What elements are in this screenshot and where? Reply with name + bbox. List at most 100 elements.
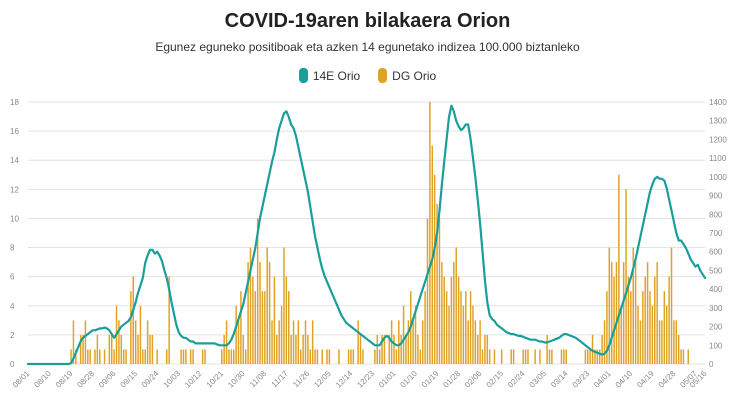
bar: [548, 349, 551, 364]
y-left-tick-label: 18: [10, 98, 19, 107]
bar: [443, 276, 445, 364]
bar: [374, 349, 376, 364]
bar: [673, 320, 675, 364]
bar: [271, 320, 273, 364]
bar: [539, 349, 541, 364]
legend-label-line: 14E Orio: [312, 68, 361, 83]
x-tick-label: 11/08: [248, 369, 268, 389]
bar: [276, 334, 278, 364]
bar: [668, 276, 670, 364]
bar: [347, 349, 350, 364]
y-left-tick-label: 0: [10, 360, 15, 369]
y-right-tick-label: 900: [709, 192, 723, 201]
bar: [381, 334, 383, 364]
x-tick-label: 12/05: [312, 369, 333, 390]
bar: [235, 305, 237, 364]
bar: [182, 349, 185, 364]
x-tick-label: 01/01: [377, 369, 398, 390]
bar: [596, 349, 599, 364]
x-tick-label: 02/24: [506, 369, 527, 390]
legend-label-bars: DG Orio: [392, 68, 437, 83]
bar: [376, 334, 379, 364]
x-tick-label: 01/10: [398, 369, 419, 390]
bar: [70, 349, 72, 364]
bar: [266, 247, 268, 364]
bar: [400, 334, 402, 364]
bar: [166, 349, 168, 364]
bar: [383, 334, 386, 364]
bar: [438, 218, 441, 364]
bar: [130, 291, 132, 364]
bar: [268, 262, 271, 364]
bar: [228, 349, 230, 364]
bar: [254, 291, 257, 364]
bar: [103, 349, 106, 364]
bar: [445, 291, 448, 364]
bar: [108, 334, 111, 364]
y-right-tick-label: 100: [709, 341, 723, 350]
bar: [601, 334, 603, 364]
chart-subtitle: Egunez eguneko positiboak eta azken 14 e…: [155, 40, 580, 54]
y-right-tick-label: 500: [709, 266, 723, 275]
legend-item-bars[interactable]: DG Orio: [378, 68, 436, 83]
bar: [426, 218, 429, 364]
bar: [247, 262, 249, 364]
bar: [240, 291, 242, 364]
bar: [122, 349, 125, 364]
bar: [620, 305, 623, 364]
bar: [142, 349, 144, 364]
y-right-tick-label: 200: [709, 323, 723, 332]
x-tick-label: 12/23: [355, 369, 376, 390]
x-tick-label: 01/19: [420, 369, 441, 390]
y-right-tick-label: 0: [709, 360, 714, 369]
bar: [244, 349, 247, 364]
bar: [419, 349, 422, 364]
bar: [378, 349, 381, 364]
bar: [125, 349, 127, 364]
bar: [429, 102, 431, 364]
y-left-tick-label: 10: [10, 214, 19, 223]
bar: [656, 262, 658, 364]
bar: [670, 247, 673, 364]
x-tick-label: 08/28: [75, 369, 96, 390]
y-left-tick-label: 4: [10, 302, 15, 311]
bar: [232, 349, 235, 364]
bar: [168, 276, 170, 364]
bar: [321, 349, 323, 364]
bar: [156, 349, 158, 364]
bar: [560, 349, 563, 364]
bar: [637, 305, 639, 364]
bar: [603, 320, 606, 364]
bar: [134, 320, 137, 364]
bar: [338, 349, 340, 364]
bar: [223, 334, 225, 364]
bar: [677, 334, 680, 364]
bar: [649, 291, 651, 364]
bar: [297, 320, 300, 364]
bar: [278, 320, 280, 364]
bar: [326, 349, 328, 364]
legend-item-line[interactable]: 14E Orio: [298, 68, 361, 83]
bar: [304, 320, 307, 364]
bar: [457, 276, 460, 364]
bar: [309, 349, 312, 364]
line-series-14e: [26, 104, 707, 366]
x-tick-label: 09/15: [119, 369, 140, 390]
bar: [285, 276, 288, 364]
x-tick-label: 03/14: [549, 369, 570, 390]
bar: [682, 349, 685, 364]
bar: [436, 203, 438, 364]
x-tick-label: 10/21: [205, 369, 226, 390]
bar: [654, 276, 656, 364]
bar: [189, 349, 192, 364]
bar: [493, 349, 496, 364]
bar: [96, 334, 99, 364]
bar: [462, 305, 465, 364]
bar: [316, 349, 319, 364]
bar: [591, 334, 594, 364]
x-tick-label: 01/28: [441, 369, 462, 390]
legend: 14E Orio DG Orio: [0, 68, 735, 83]
bar: [192, 349, 194, 364]
bar: [120, 334, 123, 364]
